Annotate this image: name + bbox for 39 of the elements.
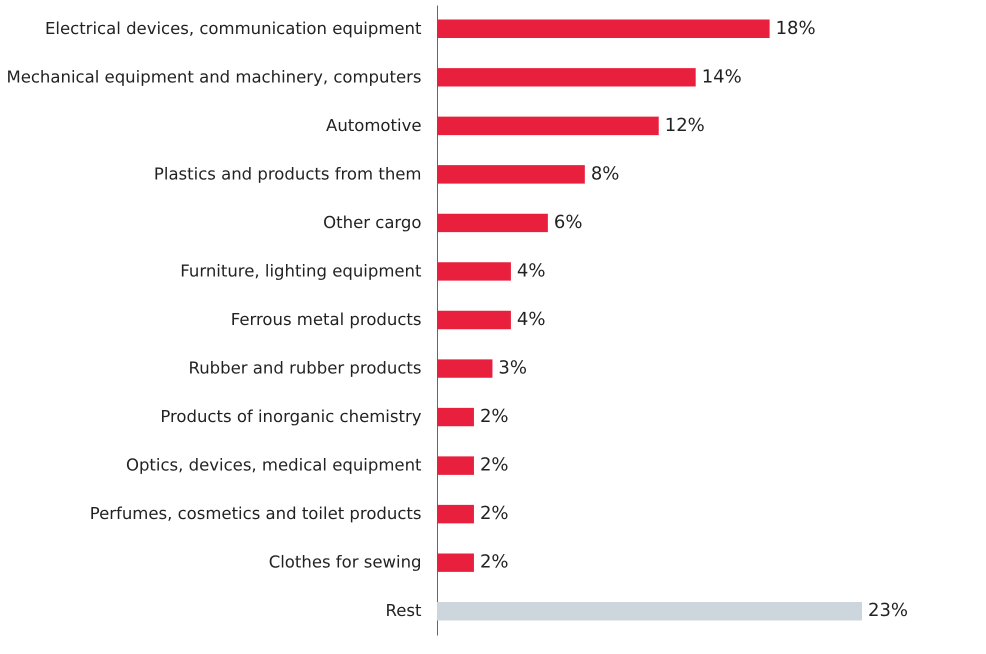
data-label: 2%	[480, 406, 509, 428]
bar	[437, 359, 492, 378]
y-tick-label: Products of inorganic chemistry	[160, 407, 422, 426]
bar	[437, 214, 548, 232]
data-label: 4%	[516, 260, 546, 282]
data-label: 18%	[776, 18, 816, 39]
bar	[437, 504, 474, 524]
data-label: 2%	[480, 503, 509, 524]
y-tick-label: Plastics and products from them	[154, 164, 422, 184]
y-tick-label: Rubber and rubber products	[188, 358, 422, 378]
bar	[437, 456, 474, 475]
bar	[437, 310, 511, 330]
data-label: 14%	[702, 66, 742, 88]
y-tick-label: Clothes for sewing	[268, 552, 422, 572]
data-label: 12%	[664, 114, 705, 136]
data-label: 23%	[868, 600, 908, 622]
bar	[437, 262, 511, 281]
bar	[437, 116, 659, 136]
data-label: 8%	[590, 163, 620, 184]
y-tick-label: Mechanical equipment and machinery, computers	[6, 67, 422, 86]
y-tick-label: Electrical devices, communication equipment	[44, 18, 422, 38]
bar	[437, 408, 474, 426]
data-label: 2%	[480, 454, 509, 476]
data-label: 6%	[554, 212, 582, 233]
data-label: 3%	[498, 358, 527, 379]
bar	[437, 20, 770, 38]
y-tick-label: Perfumes, cosmetics and toilet products	[90, 504, 422, 524]
y-tick-label: Optics, devices, medical equipment	[126, 456, 422, 475]
data-label: 2%	[480, 552, 509, 573]
data-label: 4%	[516, 309, 546, 330]
bar	[437, 553, 474, 572]
y-tick-label: Ferrous metal products	[230, 310, 422, 329]
y-tick-label: Furniture, lighting equipment	[180, 261, 422, 280]
bar	[437, 602, 862, 620]
y-tick-label: Rest	[386, 601, 422, 620]
bar	[437, 68, 696, 87]
y-tick-label: Automotive	[326, 116, 422, 135]
bar	[437, 165, 585, 184]
y-tick-label: Other cargo	[323, 212, 422, 232]
